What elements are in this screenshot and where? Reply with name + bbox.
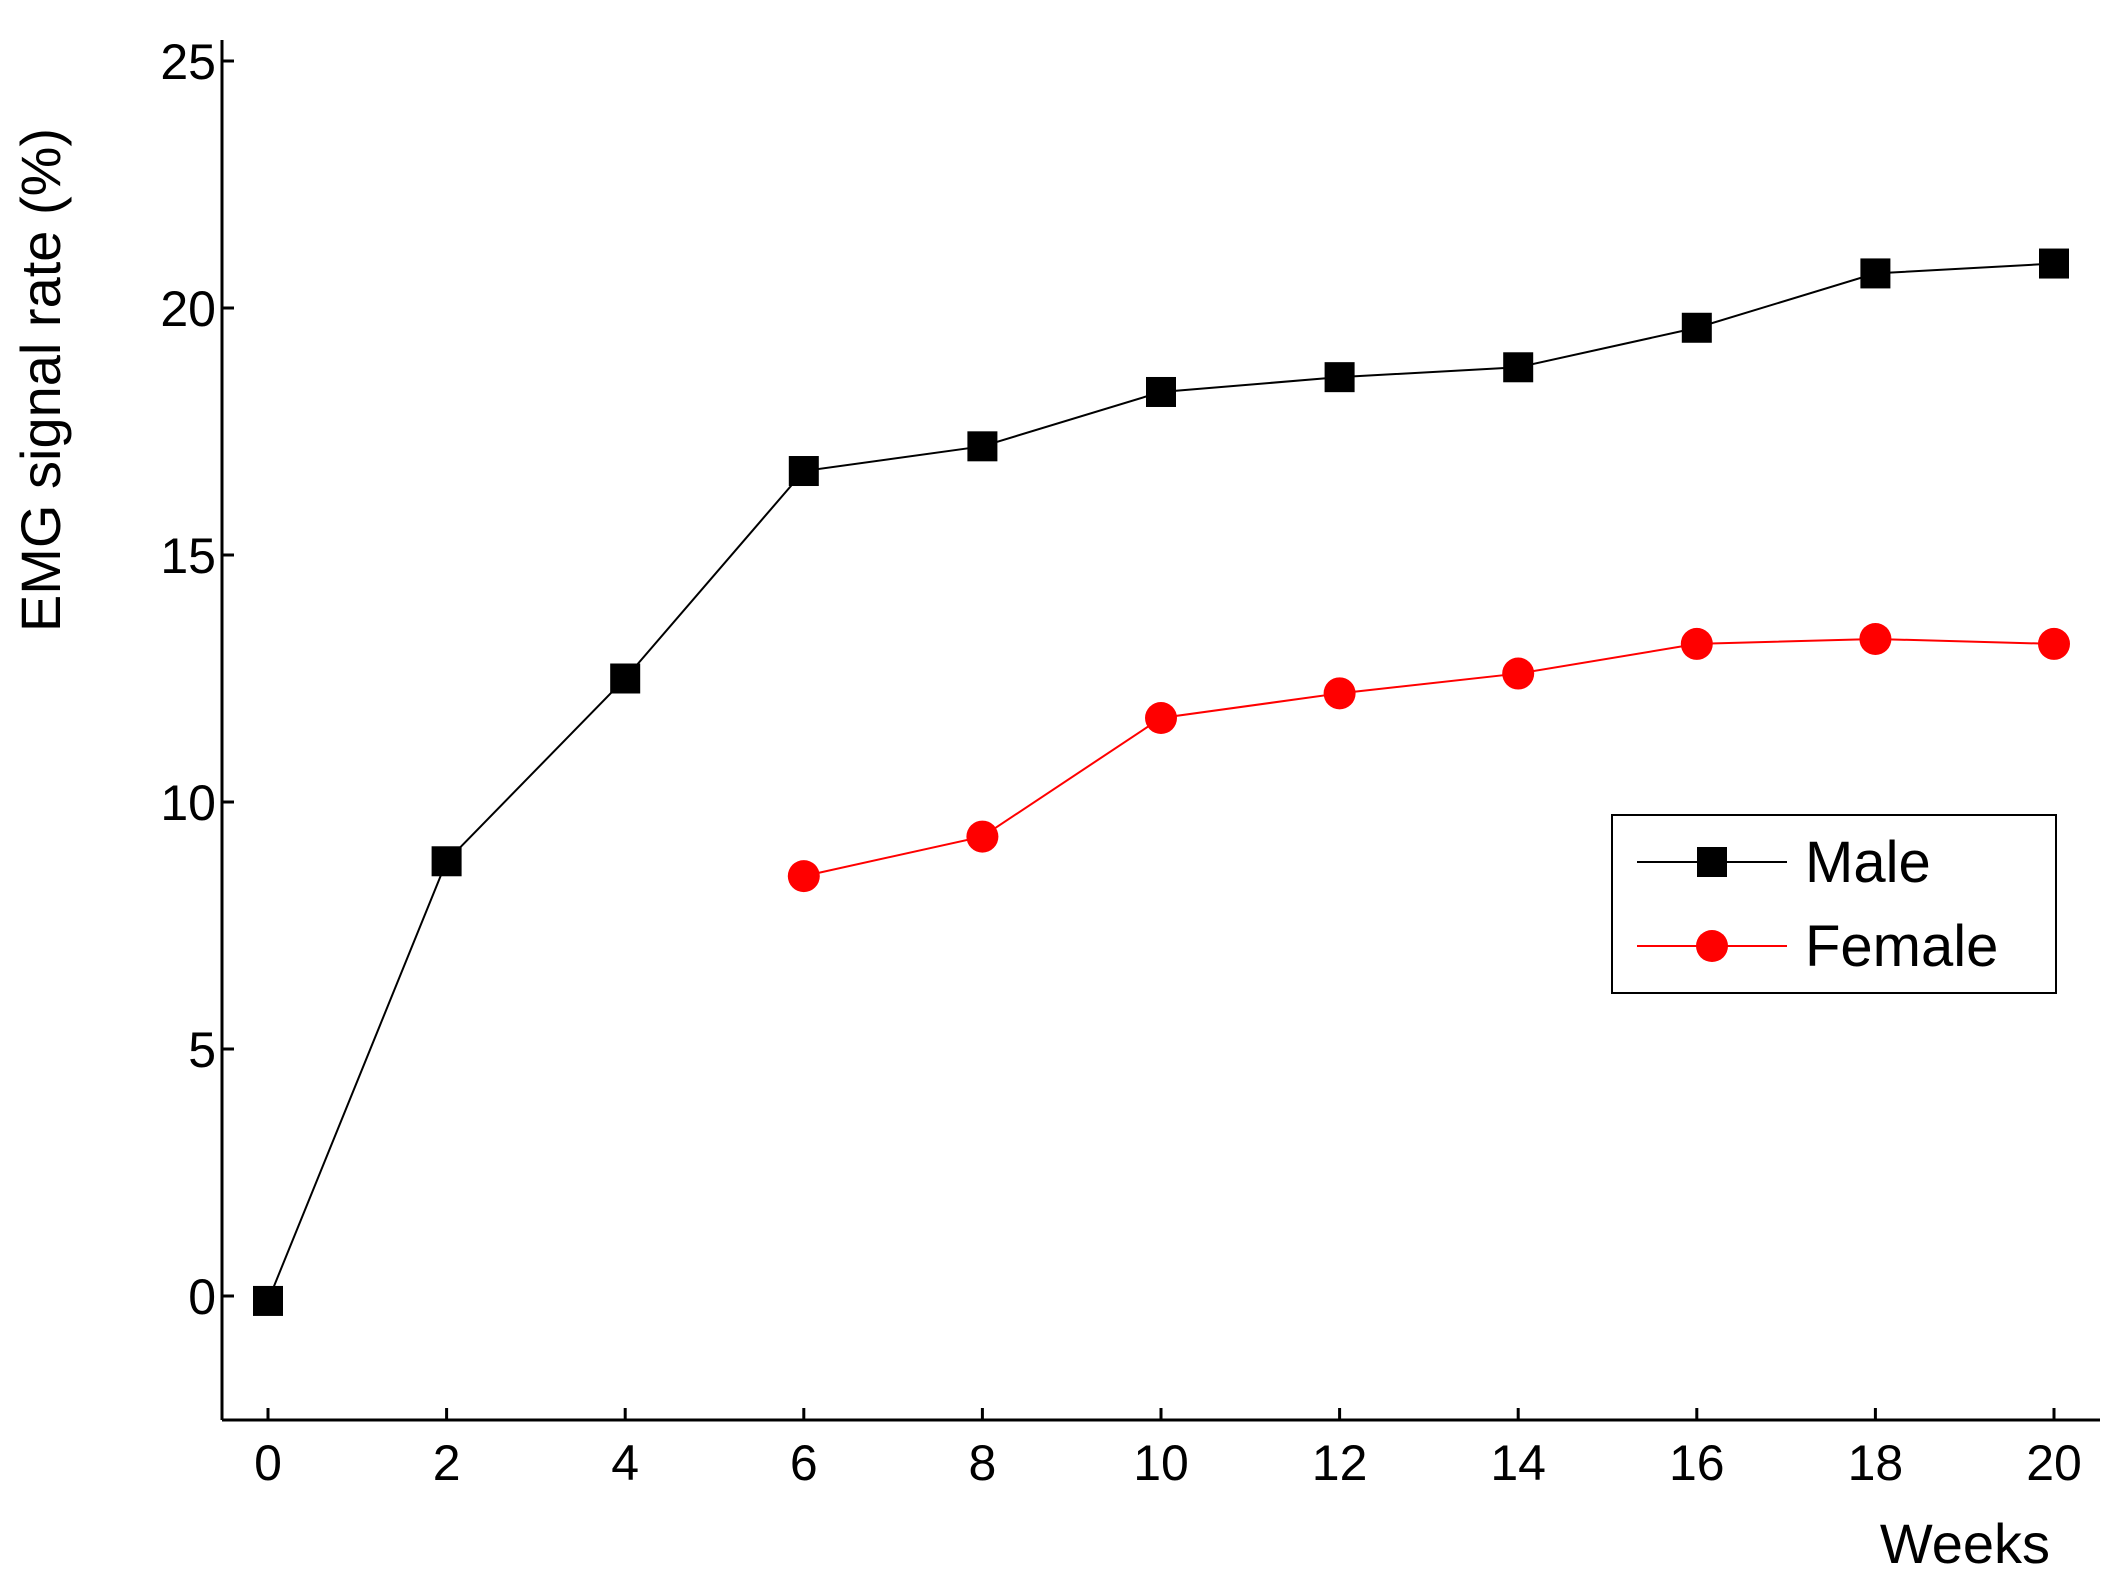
- x-tick-label: 16: [1669, 1435, 1725, 1491]
- female-legend-label: Female: [1805, 914, 1998, 979]
- x-axis-title: Weeks: [1880, 1512, 2050, 1575]
- male-point: [967, 431, 998, 462]
- y-tick-label: 10: [160, 775, 216, 831]
- male-point: [1146, 376, 1176, 407]
- male-legend-label: Male: [1805, 830, 1931, 895]
- legend-box: [1611, 814, 2057, 994]
- male-point: [1503, 352, 1534, 383]
- y-axis-title: EMG signal rate (%): [9, 128, 72, 632]
- female-point: [1680, 627, 1713, 660]
- female-series-line: [803, 637, 2055, 878]
- female-point: [1502, 657, 1535, 690]
- x-tick-label: 4: [611, 1435, 639, 1491]
- y-tick-label: 15: [160, 528, 216, 584]
- series-markers: [253, 248, 2070, 1316]
- x-tick-label: 18: [1848, 1435, 1904, 1491]
- male-point: [2039, 248, 2069, 279]
- male-point: [253, 1285, 283, 1316]
- x-tick-label: 0: [254, 1435, 282, 1491]
- female-point: [787, 860, 820, 893]
- y-tick-label: 0: [188, 1269, 216, 1325]
- female-legend-marker: [1696, 930, 1728, 962]
- axes: 0 5 10 15 20 25 0 2 4 6 8 10 12 14 16 18 20: [160, 34, 2100, 1491]
- y-tick-label: 20: [160, 281, 216, 337]
- female-point: [1859, 622, 1892, 655]
- x-tick-label: 10: [1133, 1435, 1189, 1491]
- x-tick-label: 12: [1312, 1435, 1368, 1491]
- male-point: [1324, 362, 1355, 393]
- x-tick-label: 2: [433, 1435, 461, 1491]
- y-tick-label: 25: [160, 34, 216, 90]
- female-point: [966, 820, 999, 853]
- x-tick-label: 14: [1490, 1435, 1546, 1491]
- y-tick-label: 5: [188, 1022, 216, 1078]
- female-point: [1323, 677, 1356, 710]
- female-point: [2038, 627, 2070, 660]
- series-lines: [267, 262, 2055, 1302]
- male-point: [1860, 258, 1891, 289]
- x-tick-label: 20: [2026, 1435, 2082, 1491]
- female-point: [1145, 702, 1177, 735]
- male-point: [431, 846, 462, 877]
- male-point: [610, 663, 641, 694]
- x-tick-label: 6: [790, 1435, 818, 1491]
- male-legend-marker: [1697, 847, 1727, 877]
- male-series-line: [267, 262, 2055, 1302]
- x-tick-label: 8: [968, 1435, 996, 1491]
- male-point: [1681, 312, 1712, 343]
- legend: Male Female: [1611, 814, 2057, 994]
- male-point: [788, 456, 819, 487]
